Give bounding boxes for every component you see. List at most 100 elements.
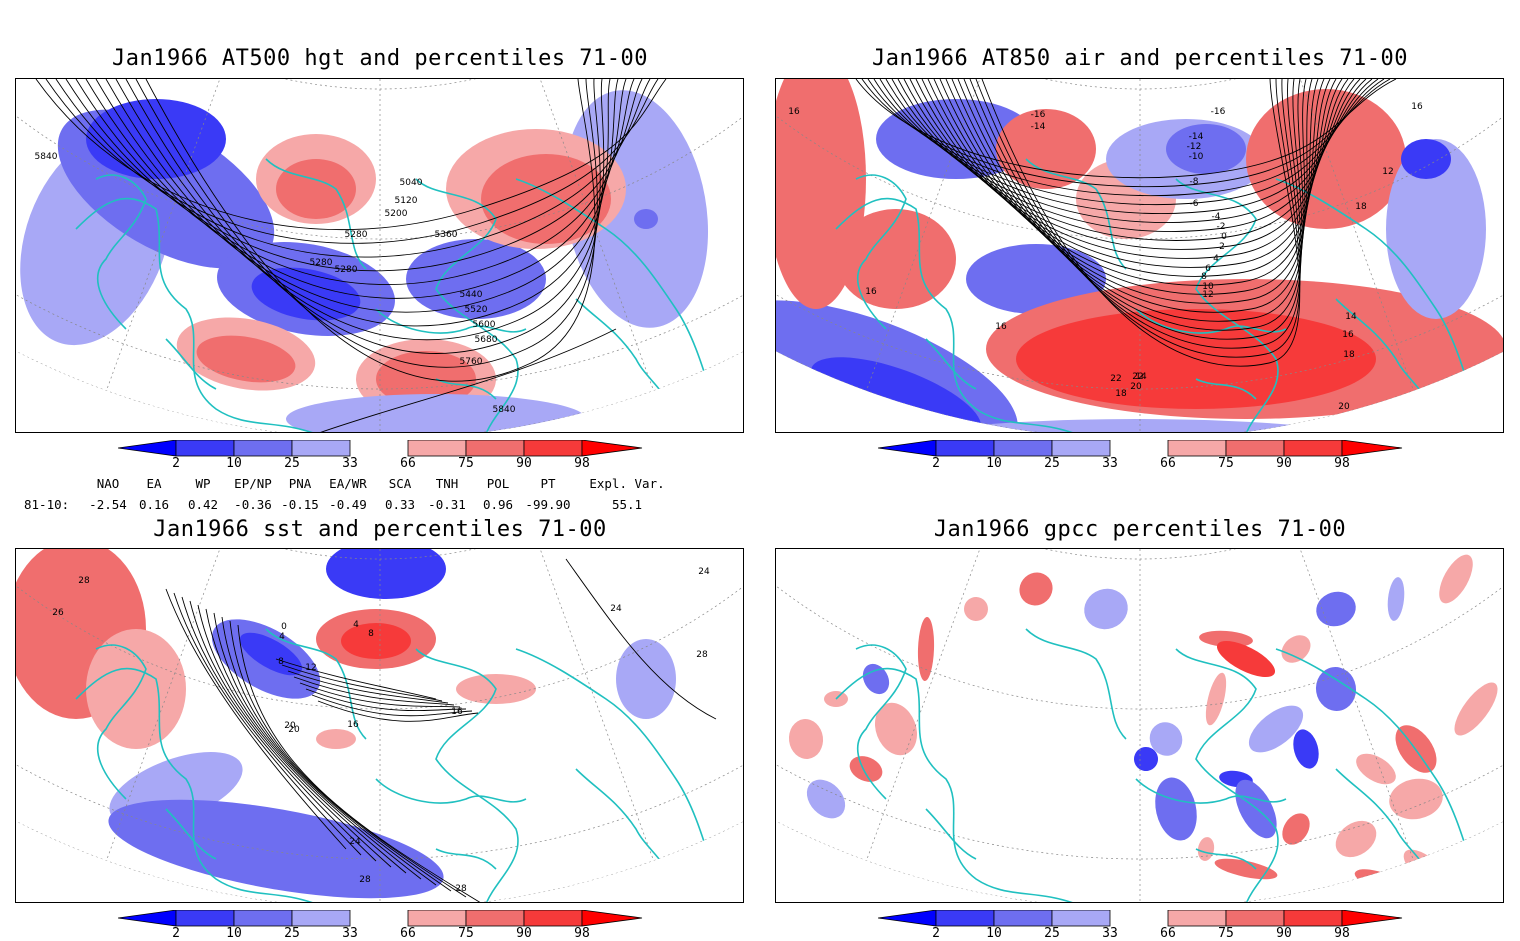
anomaly-region	[1246, 89, 1406, 229]
colorbar-air850: 2 10 25 33 66 75 90 98	[877, 439, 1404, 471]
anomaly-region	[1401, 139, 1451, 179]
contour-line	[981, 79, 1301, 367]
index-header: PNA	[288, 476, 312, 491]
contour-line	[969, 79, 1301, 349]
colorbar-label: 90	[516, 926, 532, 941]
contour-label: 28	[455, 884, 467, 894]
anomaly-region	[874, 702, 918, 756]
colorbar-segment	[877, 439, 937, 457]
index-value: 55.1	[611, 497, 643, 512]
anomaly-region	[326, 549, 446, 599]
colorbar-label: 25	[1044, 456, 1060, 471]
colorbar-segment	[935, 909, 995, 927]
contour-label: 20	[288, 725, 300, 735]
contour-label: 6	[1205, 264, 1211, 274]
contour-label: 5200	[385, 209, 408, 219]
contour-label: 16	[865, 287, 877, 297]
colorbar-label: 10	[986, 456, 1002, 471]
colorbar-label: 98	[1334, 456, 1350, 471]
colorbar-segment	[1225, 909, 1285, 927]
contour-line	[963, 79, 1302, 340]
map-air850: 16 -14 -16 -16 -14 -12 -10 -8 -6 -4 -2 0 2 4 6 8 10 12 14 1…	[775, 78, 1504, 433]
contour-label: 5520	[465, 305, 488, 315]
contour-line	[221, 616, 452, 892]
colorbar-segment	[993, 909, 1053, 927]
contour-label: 24	[698, 567, 710, 577]
map-sst: 28 26 24 20 16 12 8 4 0 4 8 16 20 24 28 28 28 24	[15, 548, 744, 903]
colorbar-label: 66	[1160, 926, 1176, 941]
coastline	[75, 197, 317, 432]
colorbar-label: 66	[400, 926, 416, 941]
contour-line	[299, 682, 461, 708]
coastline	[265, 628, 367, 740]
colorbar-segment	[407, 909, 467, 927]
anomaly-region	[806, 779, 846, 819]
contour-line	[311, 694, 473, 717]
map-hgt500: 5040 5120 5200 5280 5360 5280 5280 5440 5520 5600…	[15, 78, 744, 433]
contour-label: 22	[1132, 372, 1143, 382]
index-value: -99.90	[525, 497, 571, 512]
index-value: -0.15	[281, 497, 319, 512]
contour-line	[65, 79, 643, 272]
colorbar-segment	[175, 439, 235, 457]
contour-label: 20	[284, 721, 296, 731]
longitude-gridline	[379, 549, 654, 861]
colorbar-label: 90	[1276, 926, 1292, 941]
contour-line	[927, 79, 1325, 286]
colorbar-segment	[1225, 439, 1285, 457]
contour-line	[305, 688, 467, 712]
colorbar-segment	[581, 909, 643, 927]
anomaly-region	[1293, 729, 1319, 769]
contour-line	[115, 79, 605, 341]
index-header: PT	[540, 476, 556, 491]
contour-label: 14	[1345, 312, 1357, 322]
contour-line	[213, 612, 437, 886]
coastline	[925, 808, 1257, 870]
colorbar-segment	[1283, 909, 1343, 927]
colorbar-segment	[233, 909, 293, 927]
indices-value-row: 81-10: -2.54 0.16 0.42 -0.36 -0.15 -0.49 0.33 -0…	[0, 497, 700, 513]
contour-label: 14	[1135, 372, 1147, 382]
contour-label: -6	[1190, 199, 1199, 209]
index-header: EA/WR	[329, 476, 367, 491]
colorbar-segment	[291, 909, 351, 927]
panel-title-sst: Jan1966 sst and percentiles 71-00	[153, 517, 607, 542]
contour-label: 5840	[493, 405, 516, 415]
colorbar-segment	[117, 439, 177, 457]
anomaly-region	[1166, 124, 1246, 174]
contour-line	[95, 79, 619, 313]
longitude-gridline	[106, 549, 381, 861]
colorbar-label: 2	[172, 456, 180, 471]
index-header: POL	[486, 476, 510, 491]
coastline	[415, 178, 519, 432]
coastline	[575, 768, 677, 890]
colorbar-sst: 2 10 25 33 66 75 90 98	[117, 909, 644, 941]
colorbar-segment	[523, 909, 583, 927]
panel-title-gpcc: Jan1966 gpcc percentiles 71-00	[933, 517, 1347, 542]
contour-line	[933, 79, 1319, 295]
anomaly-region	[239, 632, 303, 676]
colorbar-label: 75	[1218, 926, 1234, 941]
anomaly-region	[1084, 588, 1128, 630]
index-value: -0.31	[428, 497, 466, 512]
anomaly-region	[108, 799, 444, 899]
contour-label: 16	[995, 322, 1007, 332]
contour-label: 0	[281, 622, 287, 632]
index-value: -2.54	[89, 497, 127, 512]
longitude-gridline	[866, 549, 1141, 861]
contour-label: 16	[1411, 102, 1423, 112]
index-header: EA	[146, 476, 162, 491]
longitude-gridline	[379, 79, 654, 391]
contour-line	[237, 624, 482, 902]
colorbar-segment	[233, 439, 293, 457]
contour-label: 16	[347, 720, 359, 730]
colorbar-segment	[291, 439, 351, 457]
contour-line	[105, 79, 611, 327]
anomaly-region	[1439, 554, 1473, 604]
colorbar-label: 98	[574, 456, 590, 471]
contour-label: 22	[1110, 374, 1121, 384]
anomaly-region	[849, 756, 883, 782]
index-header: WP	[195, 476, 211, 491]
contour-label: 12	[1382, 167, 1393, 177]
colorbar-label: 2	[932, 926, 940, 941]
